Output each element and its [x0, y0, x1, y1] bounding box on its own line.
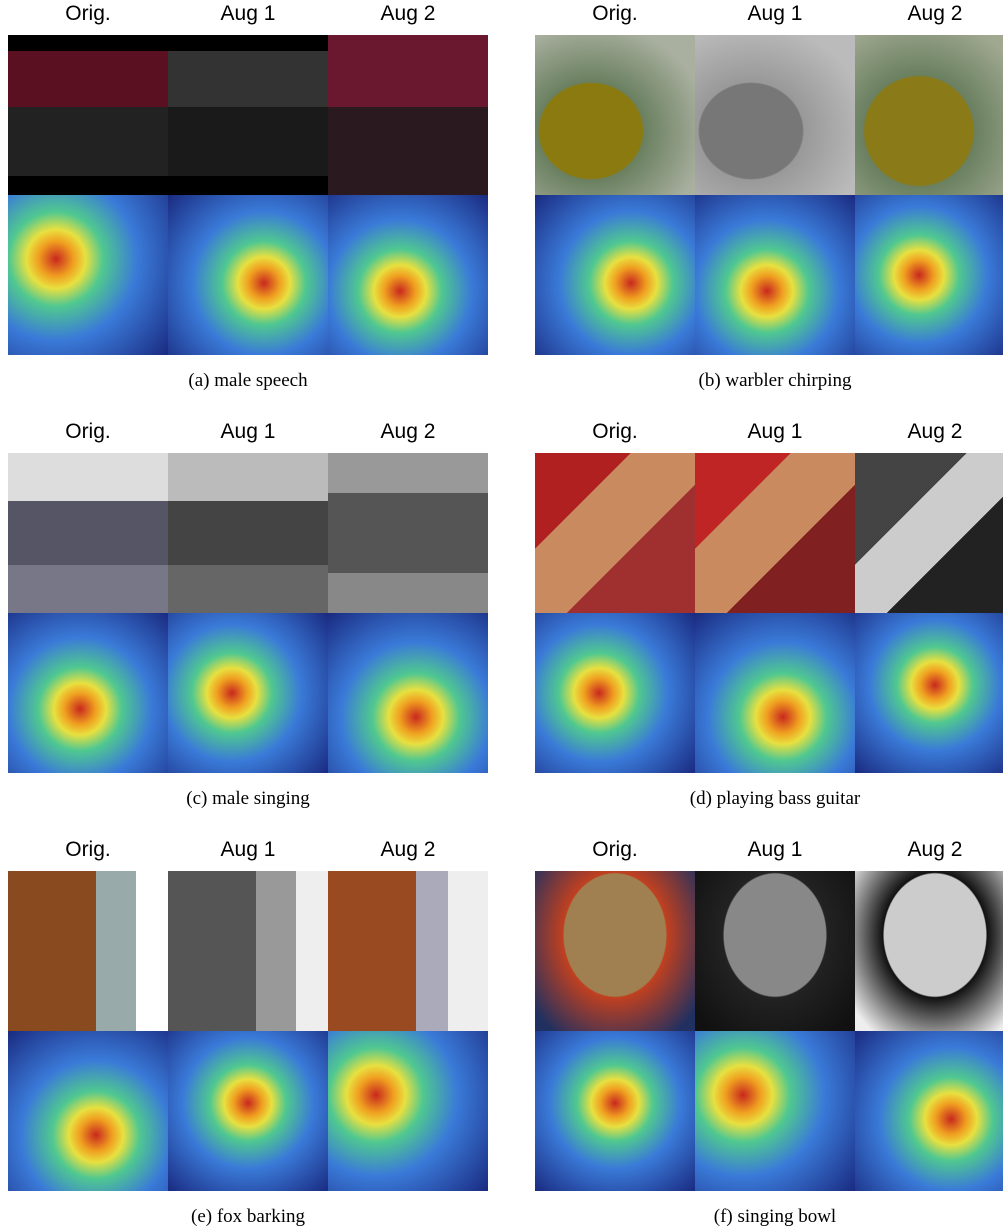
image	[855, 453, 1003, 613]
column-header: Aug 1	[695, 2, 855, 26]
heatmap	[168, 195, 328, 355]
column-header: Aug 2	[855, 420, 1003, 444]
column-header: Aug 1	[168, 420, 328, 444]
image	[8, 453, 168, 613]
column-header: Aug 2	[328, 2, 488, 26]
caption: (b) warbler chirping	[535, 370, 1003, 392]
caption: (d) playing bass guitar	[535, 788, 1003, 810]
heatmap	[8, 195, 168, 355]
column-header: Aug 1	[695, 838, 855, 862]
caption: (a) male speech	[8, 370, 488, 392]
column-header: Orig.	[8, 420, 168, 444]
column-header: Aug 2	[855, 838, 1003, 862]
heatmap	[328, 1031, 488, 1191]
image	[695, 35, 855, 195]
column-header: Orig.	[535, 2, 695, 26]
heatmap	[695, 1031, 855, 1191]
caption: (e) fox barking	[8, 1206, 488, 1228]
column-header: Orig.	[8, 838, 168, 862]
heatmap	[855, 1031, 1003, 1191]
caption: (c) male singing	[8, 788, 488, 810]
image	[8, 35, 168, 195]
heatmap	[535, 613, 695, 773]
heatmap	[695, 613, 855, 773]
column-header: Aug 2	[328, 838, 488, 862]
column-header: Aug 2	[328, 420, 488, 444]
image	[168, 871, 328, 1031]
column-header: Aug 2	[855, 2, 1003, 26]
column-header: Orig.	[535, 420, 695, 444]
image	[8, 871, 168, 1031]
column-header: Aug 1	[168, 2, 328, 26]
heatmap	[695, 195, 855, 355]
heatmap	[328, 613, 488, 773]
figure: Orig.Aug 1Aug 2(a) male speechOrig.Aug 1…	[0, 0, 1003, 1230]
image	[695, 871, 855, 1031]
heatmap	[168, 1031, 328, 1191]
heatmap	[535, 1031, 695, 1191]
heatmap	[8, 613, 168, 773]
column-header: Aug 1	[695, 420, 855, 444]
image	[328, 871, 488, 1031]
heatmap	[535, 195, 695, 355]
image	[695, 453, 855, 613]
column-header: Aug 1	[168, 838, 328, 862]
image	[855, 871, 1003, 1031]
image	[168, 453, 328, 613]
heatmap	[168, 613, 328, 773]
image	[328, 35, 488, 195]
image	[328, 453, 488, 613]
column-header: Orig.	[535, 838, 695, 862]
image	[855, 35, 1003, 195]
column-header: Orig.	[8, 2, 168, 26]
image	[535, 453, 695, 613]
heatmap	[855, 195, 1003, 355]
heatmap	[855, 613, 1003, 773]
caption: (f) singing bowl	[535, 1206, 1003, 1228]
image	[168, 35, 328, 195]
image	[535, 871, 695, 1031]
image	[535, 35, 695, 195]
heatmap	[8, 1031, 168, 1191]
heatmap	[328, 195, 488, 355]
